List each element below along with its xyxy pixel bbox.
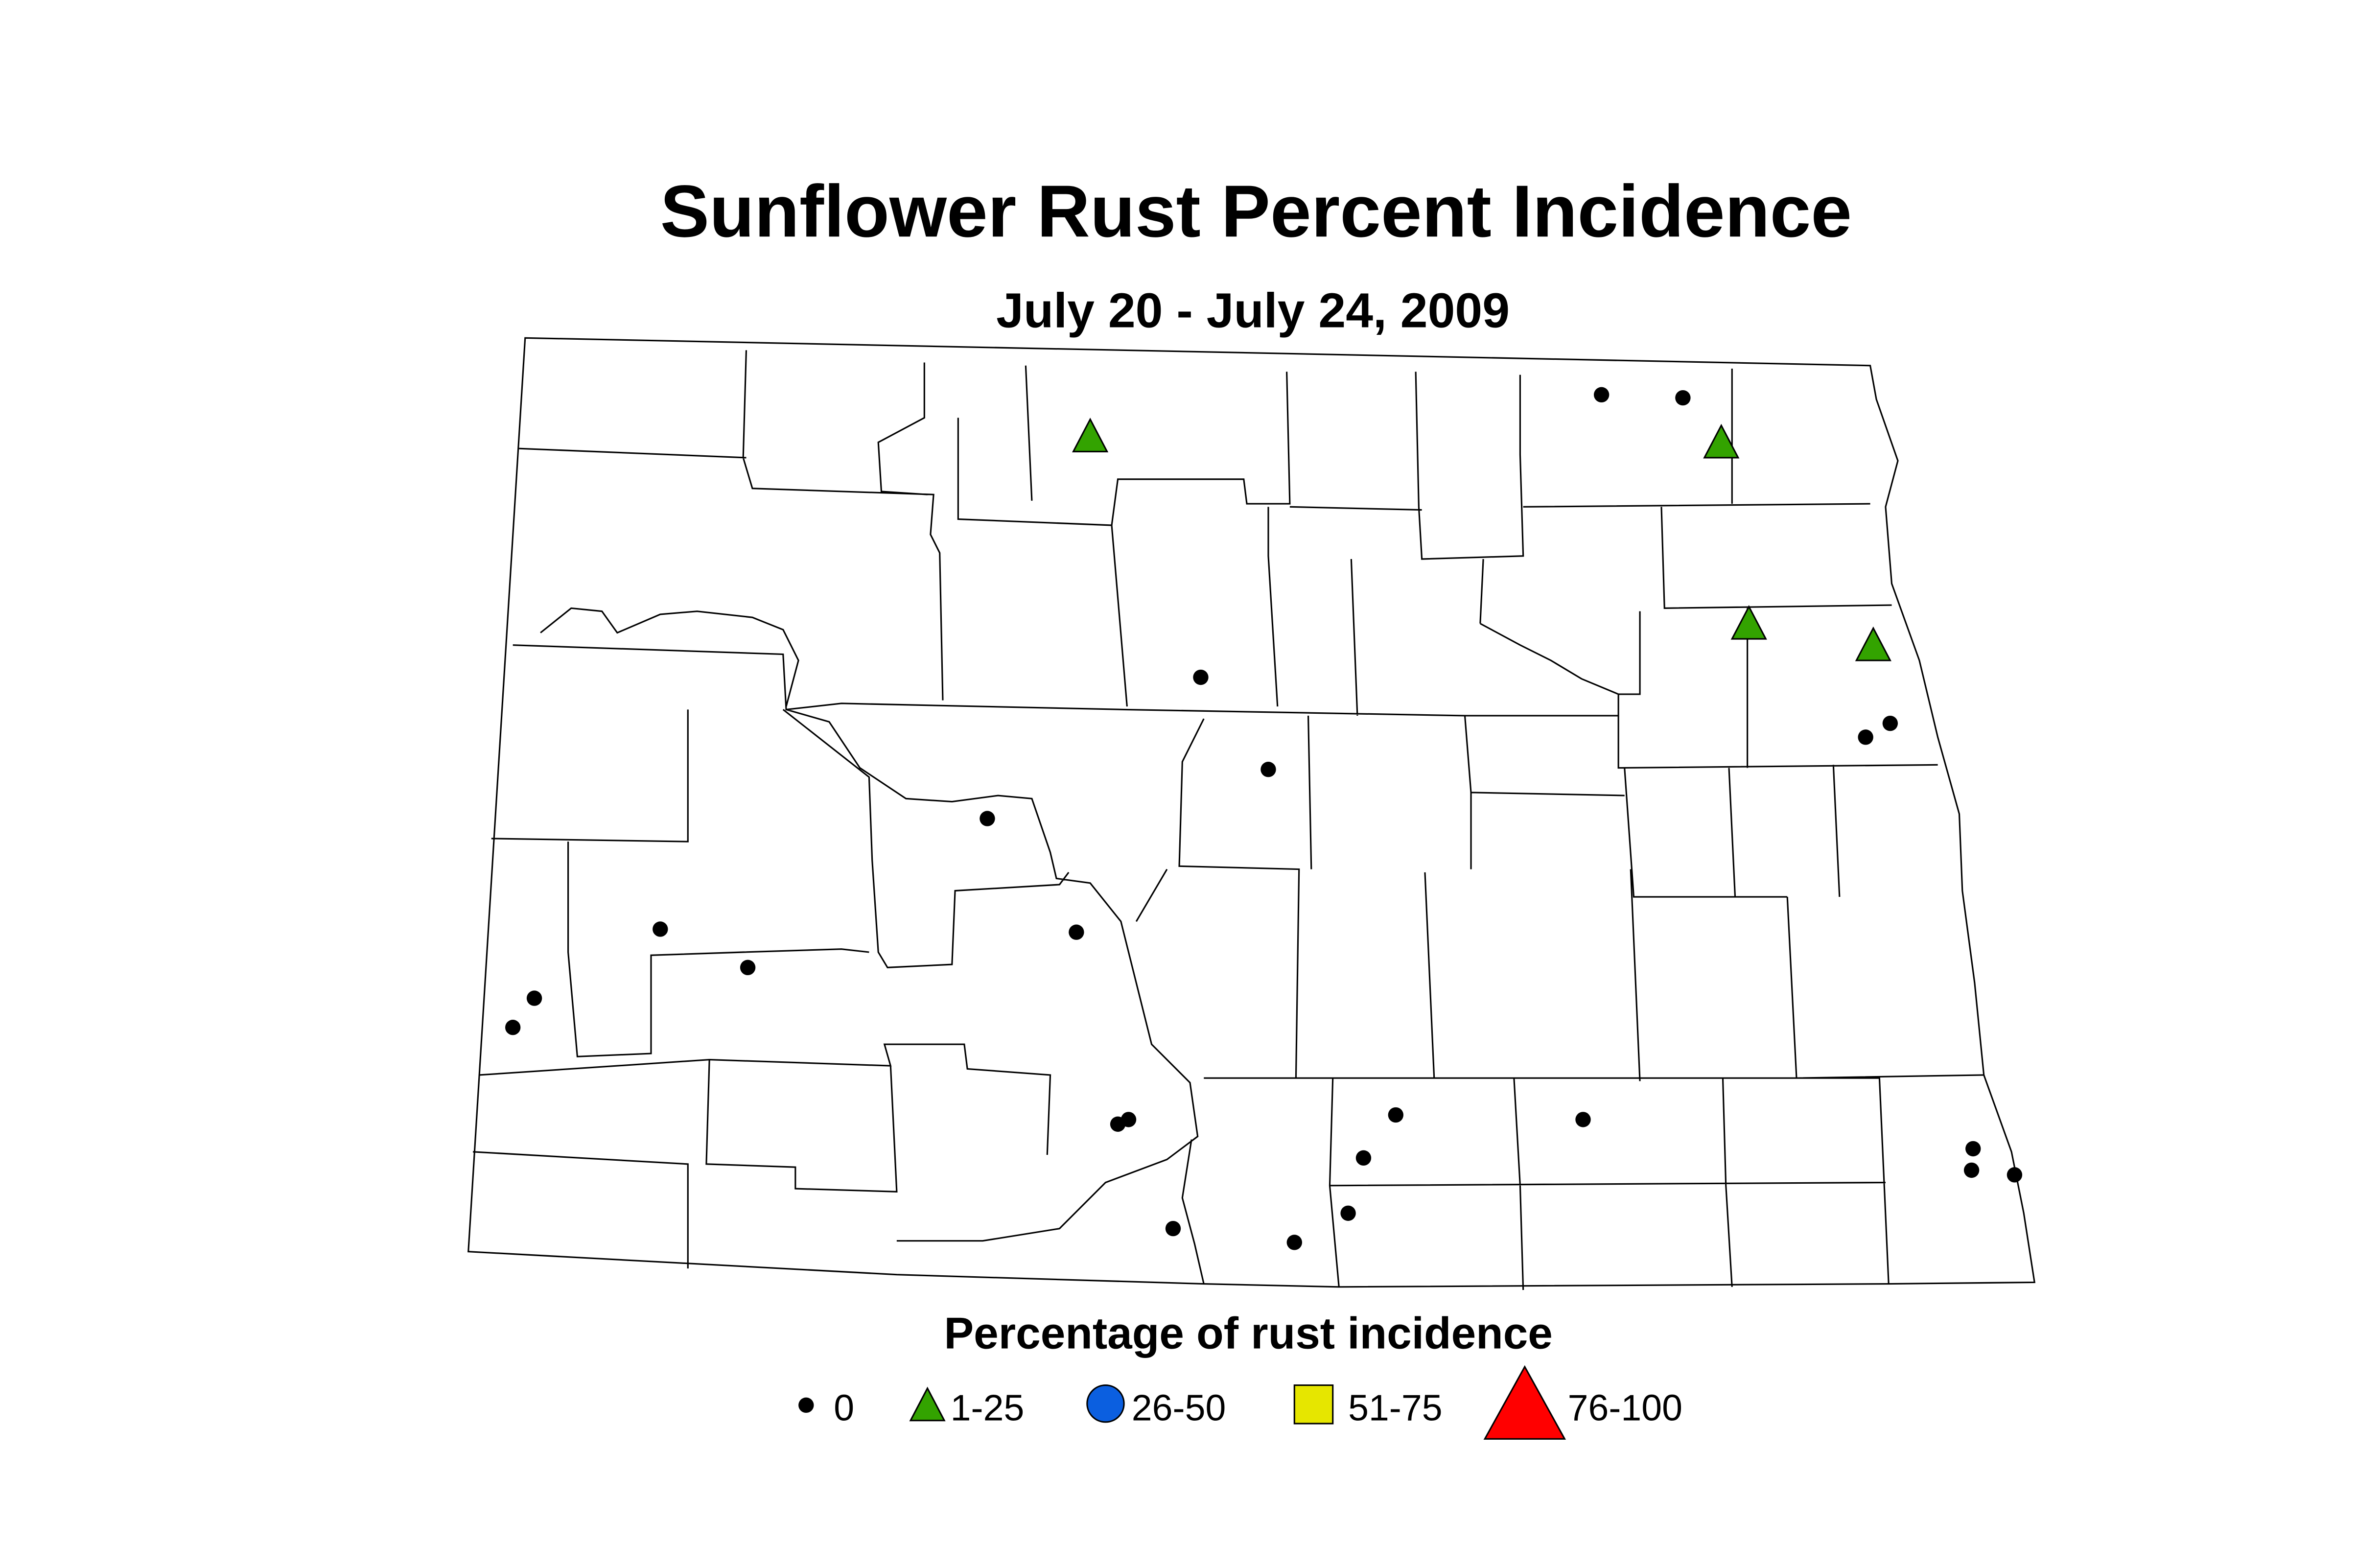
legend-symbol [909, 1386, 946, 1422]
legend-label: 26-50 [1132, 1387, 1226, 1428]
legend-label: 0 [834, 1387, 854, 1428]
map-title: Sunflower Rust Percent Incidence [660, 170, 1852, 252]
state-outline [467, 337, 2036, 1288]
legend-symbol [1293, 1384, 1334, 1425]
survey-sites [505, 387, 2023, 1250]
state-map [467, 337, 2036, 1290]
site-zero [505, 387, 2023, 1250]
legend-label: 51-75 [1348, 1387, 1443, 1428]
legend-symbol [798, 1397, 814, 1413]
legend-symbol [1086, 1384, 1125, 1423]
legend-label: 1-25 [951, 1387, 1025, 1428]
legend-title: Percentage of rust incidence [944, 1309, 1552, 1358]
legend: Percentage of rust incidence 0 1-25 26-5… [798, 1309, 1682, 1440]
legend-symbol [1483, 1365, 1566, 1440]
legend-label: 76-100 [1568, 1387, 1682, 1428]
county-lines [473, 350, 1984, 1290]
map-subtitle: July 20 - July 24, 2009 [996, 283, 1510, 338]
site-low [1072, 418, 1891, 661]
